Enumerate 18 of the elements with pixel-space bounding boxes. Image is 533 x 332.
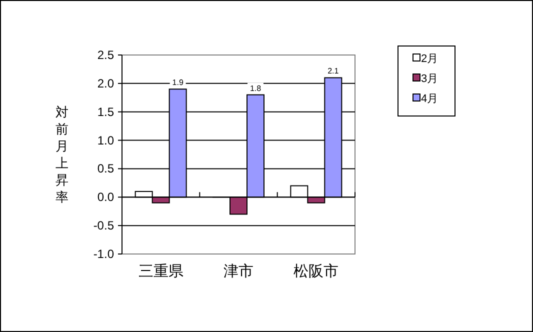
y-tick-label: 0.5 <box>97 162 114 176</box>
y-tick-label: 2.0 <box>97 76 114 90</box>
y-tick-label: 2.5 <box>97 48 114 62</box>
data-label: 1.9 <box>172 78 184 88</box>
legend-label: 3月 <box>421 73 438 85</box>
y-tick-label: 1.0 <box>97 133 114 148</box>
legend-label: 2月 <box>421 53 438 65</box>
data-label: 2.1 <box>328 66 340 76</box>
data-label: 1.8 <box>250 84 262 93</box>
y-tick-label: 0.0 <box>97 190 114 204</box>
y-tick-label: -1.0 <box>93 247 114 261</box>
y-tick-label: 1.5 <box>97 104 114 119</box>
legend-label: 4月 <box>421 93 438 105</box>
y-tick-label: -0.5 <box>93 218 114 233</box>
x-tick-label: 松阪市 <box>294 263 339 280</box>
y-axis-title: 対前月上昇率 <box>56 104 68 204</box>
x-tick-label: 津市 <box>224 263 254 280</box>
x-tick-label: 三重県 <box>138 263 184 280</box>
